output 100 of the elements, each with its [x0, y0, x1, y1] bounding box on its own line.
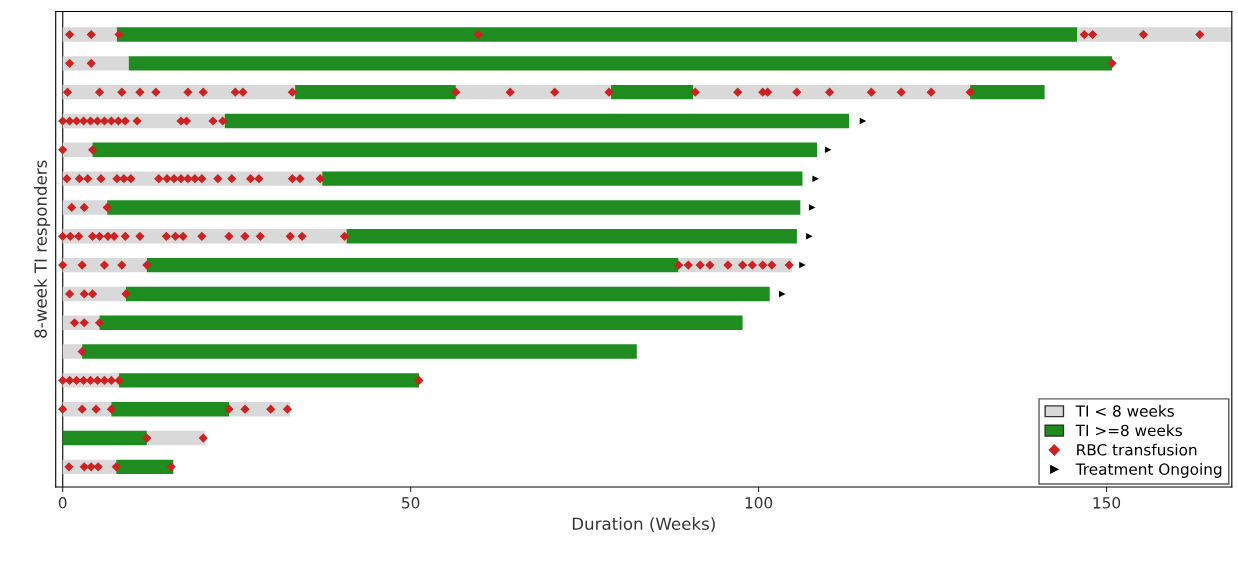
point	[806, 233, 813, 240]
point	[126, 174, 136, 184]
bar	[126, 286, 770, 302]
point	[767, 260, 777, 270]
point	[240, 231, 250, 241]
point	[778, 290, 786, 298]
point	[62, 87, 73, 97]
point	[86, 462, 96, 472]
point	[58, 260, 68, 270]
bar	[111, 402, 229, 417]
point	[87, 145, 98, 155]
point	[747, 260, 757, 270]
point	[120, 231, 130, 241]
point	[79, 462, 89, 472]
point	[79, 289, 89, 299]
point	[58, 375, 68, 386]
bar	[62, 56, 129, 71]
point	[208, 116, 218, 126]
bar	[116, 27, 1078, 42]
point	[224, 404, 234, 414]
bar	[146, 257, 679, 273]
point	[65, 375, 75, 386]
point	[135, 231, 145, 241]
bar	[455, 84, 612, 100]
point	[673, 260, 684, 270]
x-tick-label: 150	[1093, 497, 1121, 509]
point	[183, 174, 193, 184]
point	[176, 174, 186, 184]
point	[198, 87, 208, 97]
point	[784, 260, 794, 270]
point	[799, 261, 806, 269]
point	[896, 87, 906, 97]
bar	[146, 430, 206, 446]
point	[197, 231, 207, 241]
point	[297, 231, 307, 241]
point	[550, 87, 560, 97]
point	[86, 29, 96, 40]
point	[87, 289, 98, 299]
point	[758, 260, 768, 270]
point	[733, 87, 743, 97]
point	[142, 433, 152, 443]
point	[102, 202, 112, 213]
point	[183, 87, 193, 97]
point	[91, 404, 101, 414]
point	[77, 260, 87, 270]
legend-label: Treatment Ongoing	[1075, 463, 1222, 478]
point	[132, 116, 142, 126]
point	[295, 174, 305, 184]
point	[737, 260, 748, 270]
point	[135, 87, 145, 97]
point	[230, 87, 240, 97]
point	[505, 87, 515, 97]
bar	[92, 142, 818, 158]
point	[121, 289, 131, 299]
point	[77, 346, 87, 357]
point	[99, 260, 110, 270]
bar	[322, 171, 803, 186]
point	[792, 87, 802, 97]
bar	[970, 84, 1045, 100]
point	[67, 202, 77, 213]
point	[161, 231, 171, 241]
point	[282, 404, 293, 414]
point	[266, 404, 276, 414]
point	[285, 231, 295, 241]
point	[112, 174, 122, 184]
point	[170, 231, 181, 241]
bar	[62, 430, 147, 446]
point	[705, 260, 715, 270]
point	[62, 174, 72, 184]
point	[162, 174, 172, 184]
point	[74, 174, 84, 184]
bar	[107, 200, 801, 215]
point	[86, 58, 96, 68]
point	[166, 462, 176, 472]
point	[218, 116, 228, 126]
point	[287, 87, 297, 97]
point	[65, 29, 75, 40]
legend-label: RBC transfusion	[1077, 443, 1197, 456]
point	[245, 174, 256, 184]
bar	[693, 84, 971, 100]
point	[414, 375, 424, 386]
point	[808, 204, 816, 211]
point	[690, 87, 700, 97]
point	[238, 87, 248, 97]
point	[69, 318, 80, 328]
point	[79, 202, 89, 213]
point	[287, 174, 297, 184]
bar	[224, 113, 850, 129]
bar	[119, 373, 419, 388]
bar	[295, 84, 456, 100]
point	[926, 87, 936, 97]
point	[142, 260, 152, 270]
point	[151, 87, 161, 97]
legend-label: TI < 8 weeks	[1075, 404, 1174, 417]
point	[117, 260, 127, 270]
point	[866, 87, 876, 97]
point	[117, 87, 127, 97]
y-axis-title: 8-week TI responders	[34, 160, 51, 338]
point	[473, 29, 483, 40]
point	[1195, 29, 1205, 40]
